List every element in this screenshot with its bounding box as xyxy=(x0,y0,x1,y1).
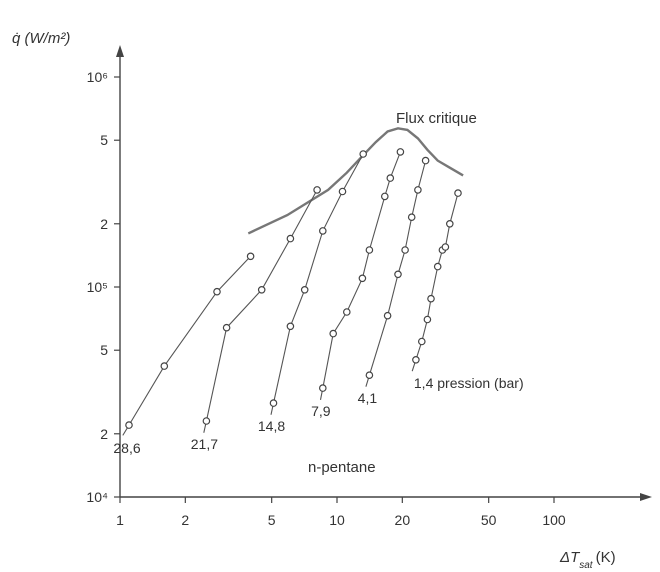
data-point xyxy=(318,227,327,235)
data-point xyxy=(396,148,405,156)
data-point xyxy=(407,213,416,222)
data-point xyxy=(454,189,462,197)
y-tick-label: 5 xyxy=(100,132,108,148)
series-line xyxy=(122,255,251,436)
series-labels: 28,6 21,7 14,8 7,9 4,1 1,4 pression (bar) xyxy=(113,375,523,456)
critical-flux-curve xyxy=(247,127,464,235)
y-tick-label: 10⁵ xyxy=(87,279,108,295)
data-point xyxy=(338,187,347,196)
data-series xyxy=(122,148,462,436)
x-tick-label: 20 xyxy=(395,512,411,528)
x-tick-label: 1 xyxy=(116,512,124,528)
critical-flux-line xyxy=(247,127,464,235)
y-tick-label: 5 xyxy=(100,342,108,358)
x-tick-label: 5 xyxy=(268,512,276,528)
data-point xyxy=(257,285,266,294)
data-point xyxy=(269,399,278,407)
data-point xyxy=(286,234,295,243)
series-group xyxy=(318,148,405,401)
data-point xyxy=(401,246,409,254)
series-group xyxy=(269,150,368,415)
y-tick-label: 10⁴ xyxy=(86,489,108,505)
x-axis-label-unit: (K) xyxy=(596,549,616,566)
series-group xyxy=(365,156,430,387)
data-point xyxy=(300,285,309,294)
data-point xyxy=(412,355,420,364)
data-point xyxy=(329,329,338,338)
data-point xyxy=(313,186,321,194)
series-group xyxy=(411,189,462,372)
data-point xyxy=(423,315,432,324)
x-tick-label: 100 xyxy=(542,512,566,528)
data-point xyxy=(365,371,374,380)
data-point xyxy=(433,262,442,271)
data-point xyxy=(286,322,295,331)
data-point xyxy=(383,311,392,320)
series-line xyxy=(365,160,427,387)
series-line xyxy=(411,192,459,372)
data-point xyxy=(414,186,422,194)
series-group xyxy=(202,186,321,433)
y-tick-label: 10⁶ xyxy=(87,69,108,85)
data-point xyxy=(421,156,430,165)
series-group xyxy=(122,252,255,436)
data-point xyxy=(427,294,435,303)
y-axis-label: q̇ (W/m²) xyxy=(12,30,70,47)
data-point xyxy=(445,220,454,228)
series-label: 4,1 xyxy=(358,390,378,406)
x-axis-label-sub: sat xyxy=(579,560,594,571)
data-point xyxy=(394,270,402,279)
series-label: 21,7 xyxy=(191,436,218,452)
data-point xyxy=(213,287,221,296)
data-point xyxy=(386,174,395,182)
data-point xyxy=(246,252,255,261)
x-axis-label: ΔTsat (K) xyxy=(559,549,616,571)
series-label: 7,9 xyxy=(311,403,331,419)
data-point xyxy=(160,362,169,370)
critical-flux-annotation: Flux critique xyxy=(396,110,477,127)
data-point xyxy=(358,274,367,283)
series-label: 1,4 pression (bar) xyxy=(414,375,524,391)
data-point xyxy=(365,246,374,254)
data-point xyxy=(441,243,450,251)
data-point xyxy=(318,384,327,392)
x-axis-label-main: ΔT xyxy=(559,549,581,566)
data-point xyxy=(417,337,426,346)
axes xyxy=(116,45,652,501)
x-tick-label: 2 xyxy=(181,512,189,528)
y-tick-label: 2 xyxy=(100,216,108,232)
data-point xyxy=(380,192,389,201)
y-axis-arrow-icon xyxy=(116,45,124,57)
series-label: 14,8 xyxy=(258,418,285,434)
x-axis-arrow-icon xyxy=(640,493,652,501)
data-point xyxy=(342,308,351,316)
fluid-annotation: n-pentane xyxy=(308,459,376,476)
data-point xyxy=(222,323,231,332)
y-tick-label: 2 xyxy=(100,426,108,442)
series-line xyxy=(203,189,318,433)
x-tick-label: 10 xyxy=(329,512,345,528)
series-label: 28,6 xyxy=(113,440,140,456)
x-tick-label: 50 xyxy=(481,512,497,528)
data-point xyxy=(202,417,211,425)
data-point xyxy=(125,421,133,429)
axis-ticks: 1 2 5 10 20 50 100 10⁴ 2 5 10⁵ 2 5 10⁶ xyxy=(86,69,565,528)
data-point xyxy=(359,150,368,158)
